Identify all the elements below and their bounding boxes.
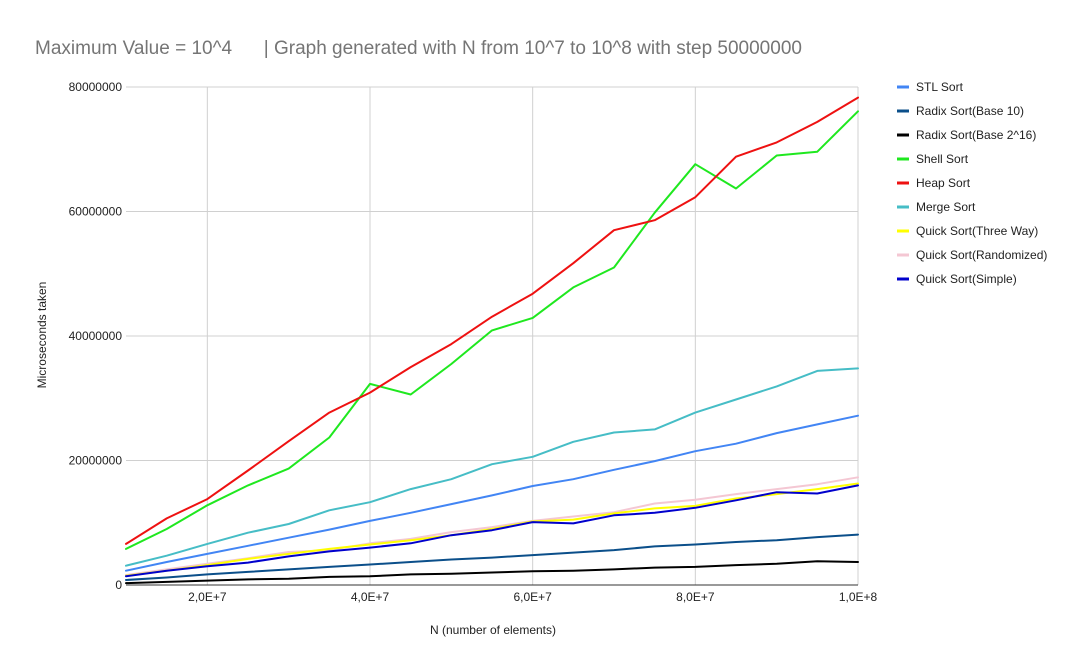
series-lines <box>125 96 859 585</box>
series-line-0 <box>125 414 859 572</box>
y-tick-label: 0 <box>115 578 122 592</box>
x-tick-label: 2,0E+7 <box>188 590 227 604</box>
series-line-5 <box>125 367 859 567</box>
series-line-2 <box>125 560 859 585</box>
series-line-3 <box>125 110 859 550</box>
legend-label: Quick Sort(Three Way) <box>916 224 1038 238</box>
legend-label: Heap Sort <box>916 176 971 190</box>
chart-title: Maximum Value = 10^4 | Graph generated w… <box>35 38 802 59</box>
x-tick-label: 4,0E+7 <box>351 590 390 604</box>
series-line-4 <box>125 96 859 545</box>
x-tick-label: 1,0E+8 <box>839 590 878 604</box>
x-tick-label: 6,0E+7 <box>513 590 552 604</box>
y-tick-label: 80000000 <box>69 80 123 94</box>
legend-label: Merge Sort <box>916 200 976 214</box>
grid-lines <box>126 86 859 586</box>
series-line-1 <box>125 533 859 581</box>
y-tick-label: 40000000 <box>69 329 123 343</box>
y-tick-label: 60000000 <box>69 205 123 219</box>
x-axis: 2,0E+7 4,0E+7 6,0E+7 8,0E+7 1,0E+8 <box>126 584 878 604</box>
legend-label: Radix Sort(Base 10) <box>916 104 1024 118</box>
x-axis-label: N (number of elements) <box>430 623 556 637</box>
legend-label: Quick Sort(Randomized) <box>916 248 1047 262</box>
legend-label: Shell Sort <box>916 152 969 166</box>
legend-label: Quick Sort(Simple) <box>916 272 1017 286</box>
legend-label: STL Sort <box>916 80 964 94</box>
y-axis: 0 20000000 40000000 60000000 80000000 <box>69 80 123 592</box>
legend-label: Radix Sort(Base 2^16) <box>916 128 1036 142</box>
series-line-8 <box>125 484 859 578</box>
legend: STL Sort Radix Sort(Base 10) Radix Sort(Ba… <box>897 80 1047 286</box>
x-tick-label: 8,0E+7 <box>676 590 715 604</box>
series-line-6 <box>125 482 859 577</box>
y-tick-label: 20000000 <box>69 454 123 468</box>
y-axis-label: Microseconds taken <box>35 282 49 389</box>
